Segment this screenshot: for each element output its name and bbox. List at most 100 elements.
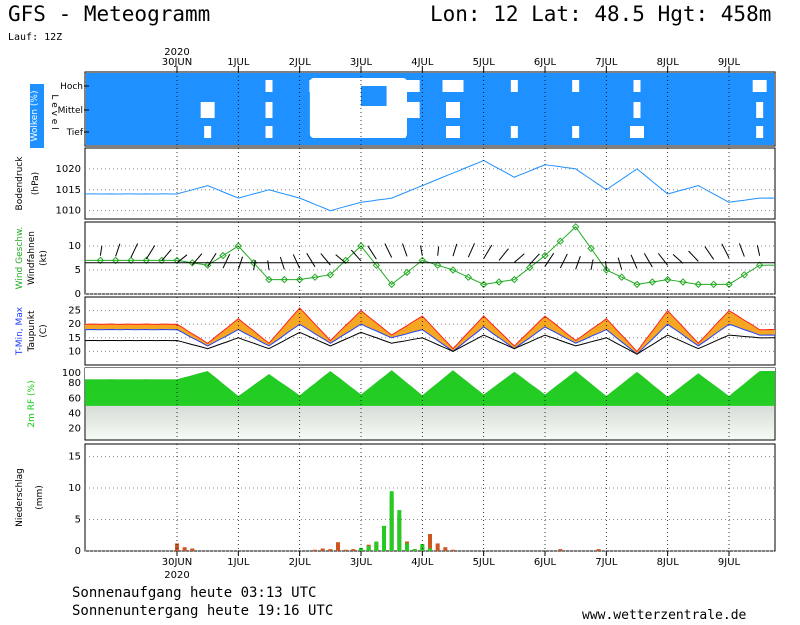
- y-tick-precip-5: 5: [75, 515, 81, 526]
- wind-barb: [335, 254, 346, 264]
- y-tick-wind-10: 10: [68, 241, 81, 252]
- wind-label-a: Wind Geschw.: [15, 227, 25, 290]
- bottom-date-label-3: 3JUL: [350, 557, 373, 568]
- y-tick-wind-0: 0: [75, 289, 81, 300]
- wind-marker: [617, 273, 626, 281]
- wind-barb: [544, 252, 555, 267]
- wind-marker: [372, 261, 381, 269]
- y-tick-precip-15: 15: [68, 452, 81, 463]
- wind-marker: [418, 256, 427, 265]
- cloud-gap-tief-4: [446, 126, 460, 138]
- top-date-label-0: 30JUN: [162, 57, 192, 68]
- wind-marker: [311, 273, 319, 281]
- precip-bar-conv: [428, 548, 432, 551]
- wind-marker: [633, 280, 641, 289]
- wind-marker: [387, 280, 396, 289]
- cloud-gap-mittel-0: [200, 102, 215, 118]
- precip-bar-total: [451, 549, 455, 551]
- wind-barb: [145, 245, 156, 260]
- wind-series-line: [84, 226, 776, 286]
- dewpoint-series-line: [84, 331, 776, 355]
- precip-bar-total: [596, 549, 601, 551]
- precip-bar-total: [443, 547, 448, 551]
- cloud-patch-mittel: [361, 86, 387, 106]
- wind-marker: [142, 256, 151, 265]
- cloud-gap-tief-1: [265, 126, 273, 138]
- wind-marker: [127, 256, 135, 265]
- tmax-series-line: [84, 307, 776, 353]
- cloud-gap-hoch-6: [572, 80, 580, 92]
- wind-marker: [725, 280, 733, 289]
- pressure-series-line: [84, 159, 776, 212]
- y-tick-rh-40: 40: [68, 408, 81, 419]
- wind-marker: [525, 263, 534, 272]
- wind-marker: [341, 256, 350, 265]
- bottom-year-label: 2020: [164, 570, 189, 581]
- cloud-gap-tief-7: [630, 126, 644, 138]
- precip-bar-total: [320, 548, 325, 551]
- wind-barb: [306, 253, 316, 268]
- cloud-gap-hoch-7: [633, 80, 641, 92]
- wind-barb: [452, 243, 458, 257]
- cloud-gap-hoch-4: [442, 80, 464, 92]
- model-run-label: Lauf: 12Z: [8, 32, 63, 43]
- y-tick-wind-5: 5: [75, 265, 81, 276]
- wind-barb: [630, 254, 638, 269]
- precip-bar-total: [428, 534, 432, 551]
- wind-marker: [648, 278, 657, 286]
- wind-marker: [234, 242, 243, 250]
- bottom-date-label-2: 2JUL: [289, 557, 312, 568]
- bottom-date-label-0: 30JUN: [162, 557, 192, 568]
- cloud-axis-label: Wolken (%): [30, 91, 40, 142]
- bottom-date-label-4: 4JUL: [411, 557, 434, 568]
- top-year-label: 2020: [164, 47, 189, 58]
- y-tick-temp-10: 10: [68, 346, 81, 357]
- y-tick-rh-60: 60: [68, 393, 81, 404]
- wind-marker: [694, 280, 703, 289]
- precip-bar-conv: [382, 525, 386, 551]
- precip-bar-conv: [389, 491, 394, 551]
- wind-barb: [721, 243, 730, 259]
- panel-frame-1: [84, 147, 776, 220]
- wind-barb: [643, 253, 653, 268]
- precip-label-a: Niederschlag: [15, 468, 25, 527]
- wind-barb: [437, 246, 440, 256]
- wind-barb: [617, 257, 623, 270]
- level-label-hoch: Hoch: [60, 82, 83, 92]
- bottom-date-label-6: 6JUL: [534, 557, 557, 568]
- wind-barb: [738, 243, 745, 257]
- page-title: GFS - Meteogramm: [8, 2, 211, 26]
- top-date-label-5: 5JUL: [473, 57, 496, 68]
- wind-marker: [709, 280, 718, 289]
- cloud-label-bg: [30, 84, 44, 148]
- wind-marker: [219, 251, 227, 260]
- wind-barb: [704, 246, 715, 260]
- precip-label-b: (mm): [35, 485, 45, 510]
- wind-marker: [433, 261, 442, 269]
- cloud-gap-tief-0: [204, 126, 212, 138]
- wind-marker: [740, 271, 749, 279]
- wind-barb: [350, 249, 362, 262]
- level-label-mittel: Mittel: [58, 106, 83, 116]
- wind-barb: [402, 243, 408, 257]
- precip-bar-conv: [397, 510, 402, 551]
- wind-marker: [449, 266, 457, 274]
- cloud-gap-mittel-7: [633, 102, 641, 118]
- wind-label-c: (kt): [39, 250, 49, 266]
- cloud-gap-mittel-4: [446, 102, 460, 118]
- wind-marker: [479, 280, 488, 289]
- y-tick-rh-80: 80: [68, 378, 81, 389]
- wind-barb: [688, 250, 699, 262]
- precip-bar-total: [336, 542, 340, 551]
- wind-marker: [556, 237, 565, 245]
- wind-barb: [657, 253, 669, 266]
- wind-barb: [498, 248, 509, 261]
- tmin-series-line: [84, 323, 776, 355]
- temp-range-band: [85, 307, 775, 355]
- sunrise-text: Sonnenaufgang heute 03:13 UTC: [72, 585, 317, 601]
- top-date-label-4: 4JUL: [411, 57, 434, 68]
- precip-bar-conv: [405, 543, 409, 551]
- wind-marker: [602, 266, 611, 274]
- top-date-label-3: 3JUL: [350, 57, 373, 68]
- precip-bar-conv: [374, 541, 379, 551]
